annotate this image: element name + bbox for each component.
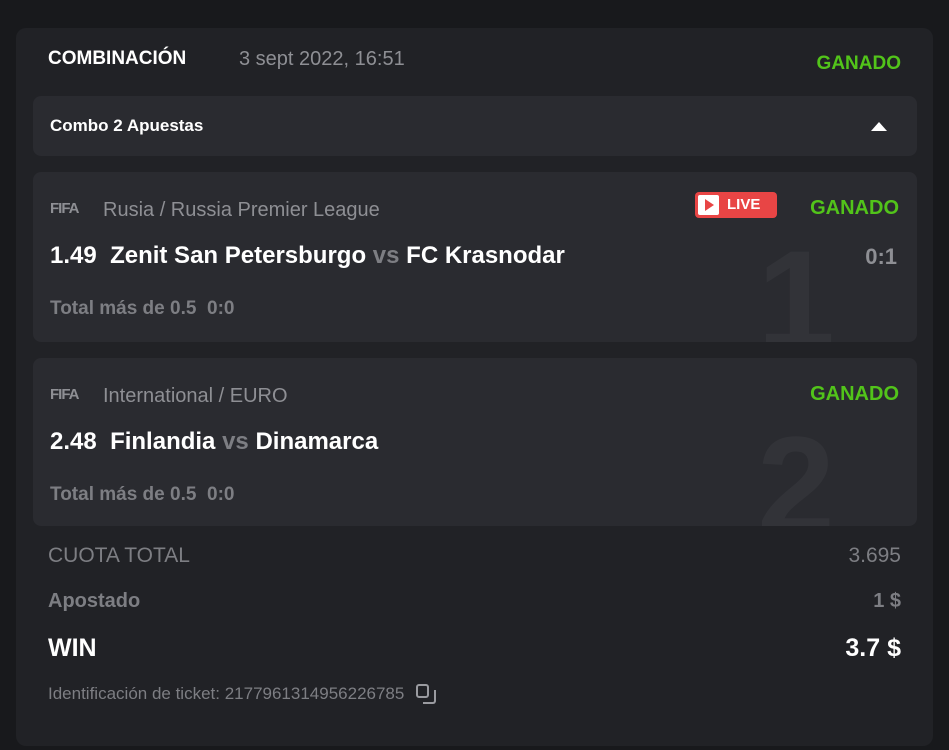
market-label: Total más de 0.5 — [50, 484, 197, 505]
match: 2.48 Finlandia vs Dinamarca — [50, 428, 378, 457]
win-row: WIN 3.7 $ — [48, 634, 901, 663]
bet-index: 1 — [757, 221, 835, 343]
odds: 2.48 — [50, 428, 97, 455]
market: Total más de 0.5 0:0 — [50, 298, 234, 321]
live-label: LIVE — [727, 196, 761, 213]
play-icon — [698, 195, 719, 215]
fifa-icon: FIFA — [50, 386, 79, 403]
away-team: FC Krasnodar — [406, 242, 565, 269]
home-team: Finlandia — [110, 428, 216, 455]
odds: 1.49 — [50, 242, 97, 269]
total-odds-row: CUOTA TOTAL 3.695 — [48, 544, 901, 568]
league: Rusia / Russia Premier League — [103, 199, 380, 221]
market-score: 0:0 — [207, 298, 235, 319]
ticket-id: Identificación de ticket: 21779613149562… — [48, 684, 438, 704]
vs: vs — [372, 242, 400, 269]
bet-status: GANADO — [810, 197, 899, 219]
stake-value: 1 $ — [873, 590, 901, 612]
league: International / EURO — [103, 385, 288, 407]
copy-icon[interactable] — [416, 684, 438, 704]
market-score: 0:0 — [207, 484, 235, 505]
market: Total más de 0.5 0:0 — [50, 484, 234, 507]
bet-item-1: 1 FIFA Rusia / Russia Premier League LIV… — [33, 172, 917, 342]
market-label: Total más de 0.5 — [50, 298, 197, 319]
match: 1.49 Zenit San Petersburgo vs FC Krasnod… — [50, 242, 565, 271]
total-odds-label: CUOTA TOTAL — [48, 544, 190, 567]
stake-row: Apostado 1 $ — [48, 590, 901, 613]
ticket-type: COMBINACIÓN — [48, 48, 187, 69]
total-odds-value: 3.695 — [848, 544, 901, 567]
home-team: Zenit San Petersburgo — [110, 242, 367, 269]
away-team: Dinamarca — [255, 428, 379, 455]
win-label: WIN — [48, 634, 97, 662]
triangle-up-icon — [871, 122, 887, 131]
stake-label: Apostado — [48, 590, 141, 612]
ticket-status: GANADO — [816, 53, 901, 74]
ticket-date: 3 sept 2022, 16:51 — [239, 48, 405, 70]
bet-index: 2 — [757, 407, 835, 527]
score: 0:1 — [865, 244, 897, 269]
ticket-id-label: Identificación de ticket: 21779613149562… — [48, 684, 405, 703]
vs: vs — [222, 428, 249, 455]
live-badge: LIVE — [695, 192, 777, 218]
bet-ticket-card: COMBINACIÓN 3 sept 2022, 16:51 GANADO Co… — [16, 28, 933, 746]
bet-item-2: 2 FIFA International / EURO GANADO 2.48 … — [33, 358, 917, 526]
fifa-icon: FIFA — [50, 200, 79, 217]
combo-toggle[interactable]: Combo 2 Apuestas — [33, 96, 917, 156]
bet-status: GANADO — [810, 383, 899, 405]
combo-label: Combo 2 Apuestas — [50, 116, 204, 135]
win-value: 3.7 $ — [845, 634, 901, 662]
